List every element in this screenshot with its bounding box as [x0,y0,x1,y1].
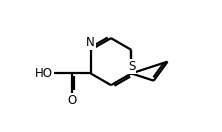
Text: HO: HO [35,67,53,80]
Text: N: N [86,36,95,50]
Text: S: S [128,60,135,73]
Text: O: O [67,94,77,107]
